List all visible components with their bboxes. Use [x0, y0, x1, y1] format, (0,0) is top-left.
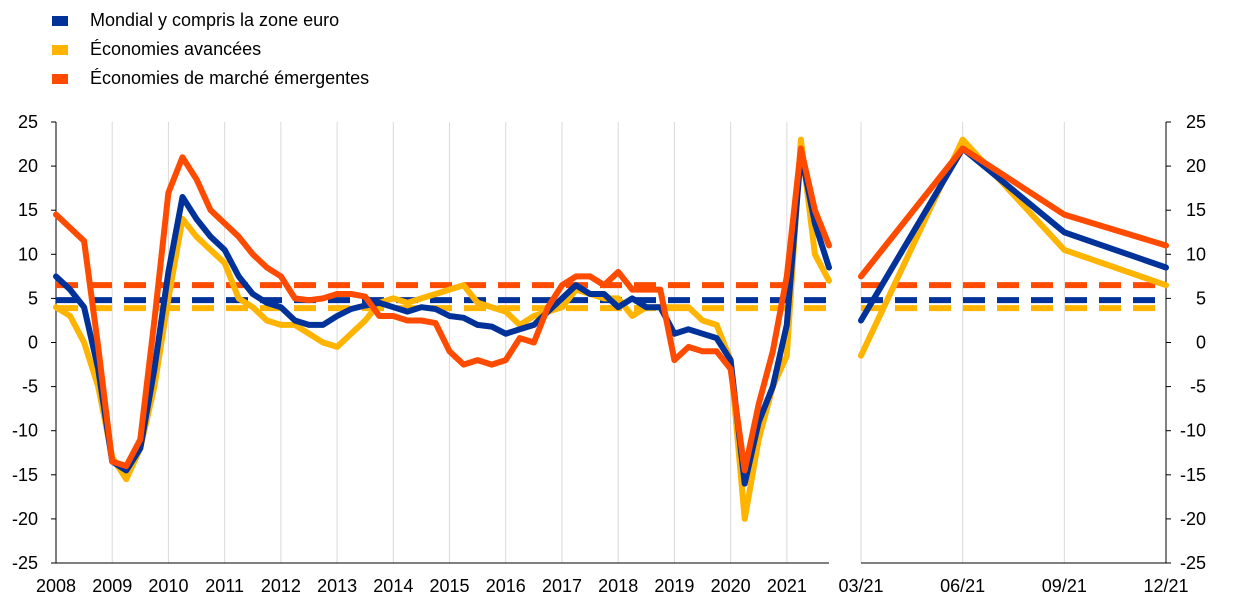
right-y-tick-label--25: -25: [1180, 553, 1206, 573]
x-tick-label-2017: 2017: [542, 576, 582, 596]
legend-label-emerging: Économies de marché émergentes: [90, 68, 370, 88]
x-tick-label-2020: 2020: [711, 576, 751, 596]
legend-item-world: Mondial y compris la zone euro: [52, 6, 369, 35]
legend-item-emerging: Économies de marché émergentes: [52, 64, 369, 93]
x-tick-label-2021: 2021: [767, 576, 807, 596]
right-y-tick-label--15: -15: [1180, 465, 1206, 485]
left-y-tick-label-10: 10: [18, 244, 38, 264]
left-panel: 2008 2009 2010 2011 2012 2013 2014 2015 2016 2017…: [12, 112, 832, 596]
right-y-tick-label--5: -5: [1190, 377, 1206, 397]
chart-legend: Mondial y compris la zone euro Économies…: [52, 6, 369, 93]
right-y-tick-label-10: 10: [1186, 244, 1206, 264]
x-tick-label-2015: 2015: [430, 576, 470, 596]
right-y-tick-label-0: 0: [1196, 333, 1206, 353]
left-y-tick-label-15: 15: [18, 200, 38, 220]
left-y-tick-label--5: -5: [22, 377, 38, 397]
left-y-tick-label--20: -20: [12, 509, 38, 529]
right-y-tick-label-20: 20: [1186, 156, 1206, 176]
legend-swatch-emerging: [52, 73, 68, 84]
series-line-economies-avancees: [53, 136, 832, 522]
legend-swatch-advanced: [52, 44, 68, 55]
left-y-tick-label--10: -10: [12, 421, 38, 441]
series-line-economies-de-marche-emergentes: [53, 145, 832, 474]
left-y-tick-label-0: 0: [28, 333, 38, 353]
right-y-tick-label--10: -10: [1180, 421, 1206, 441]
x-tick-label-2013: 2013: [317, 576, 357, 596]
right-series-line-mondial-y-compris-la-zone-euro: [858, 145, 1169, 324]
right-panel: 03/21 06/21 09/21 12/21 -25 -20 -15 -10 -5 0 5 10 15…: [838, 112, 1206, 596]
x-tick-label-12-21: 12/21: [1143, 576, 1188, 596]
legend-swatch-world: [52, 15, 68, 26]
x-tick-label-2009: 2009: [92, 576, 132, 596]
right-series-line-economies-de-marche-emergentes: [858, 145, 1169, 280]
legend-label-advanced: Économies avancées: [90, 39, 262, 59]
legend-item-advanced: Économies avancées: [52, 35, 369, 64]
right-series-line-economies-avancees: [858, 136, 1169, 359]
x-tick-label-2012: 2012: [261, 576, 301, 596]
left-y-tick-label-5: 5: [28, 288, 38, 308]
x-tick-label-03-21: 03/21: [838, 576, 883, 596]
legend-label-world: Mondial y compris la zone euro: [90, 10, 340, 30]
right-y-tick-label-15: 15: [1186, 200, 1206, 220]
x-tick-label-2008: 2008: [36, 576, 76, 596]
left-y-tick-label-25: 25: [18, 112, 38, 132]
x-tick-label-2018: 2018: [598, 576, 638, 596]
left-y-tick-label-20: 20: [18, 156, 38, 176]
right-y-tick-label--20: -20: [1180, 509, 1206, 529]
x-tick-label-2014: 2014: [373, 576, 413, 596]
left-y-tick-label--25: -25: [12, 553, 38, 573]
x-tick-label-2011: 2011: [205, 576, 244, 596]
x-tick-label-06-21: 06/21: [940, 576, 985, 596]
x-tick-label-2019: 2019: [654, 576, 694, 596]
x-tick-label-2016: 2016: [486, 576, 526, 596]
right-y-tick-label-25: 25: [1186, 112, 1206, 132]
x-tick-label-09-21: 09/21: [1042, 576, 1087, 596]
x-tick-label-2010: 2010: [148, 576, 188, 596]
series-line-mondial-y-compris-la-zone-euro: [53, 149, 832, 487]
right-y-tick-label-5: 5: [1196, 288, 1206, 308]
left-y-tick-label--15: -15: [12, 465, 38, 485]
